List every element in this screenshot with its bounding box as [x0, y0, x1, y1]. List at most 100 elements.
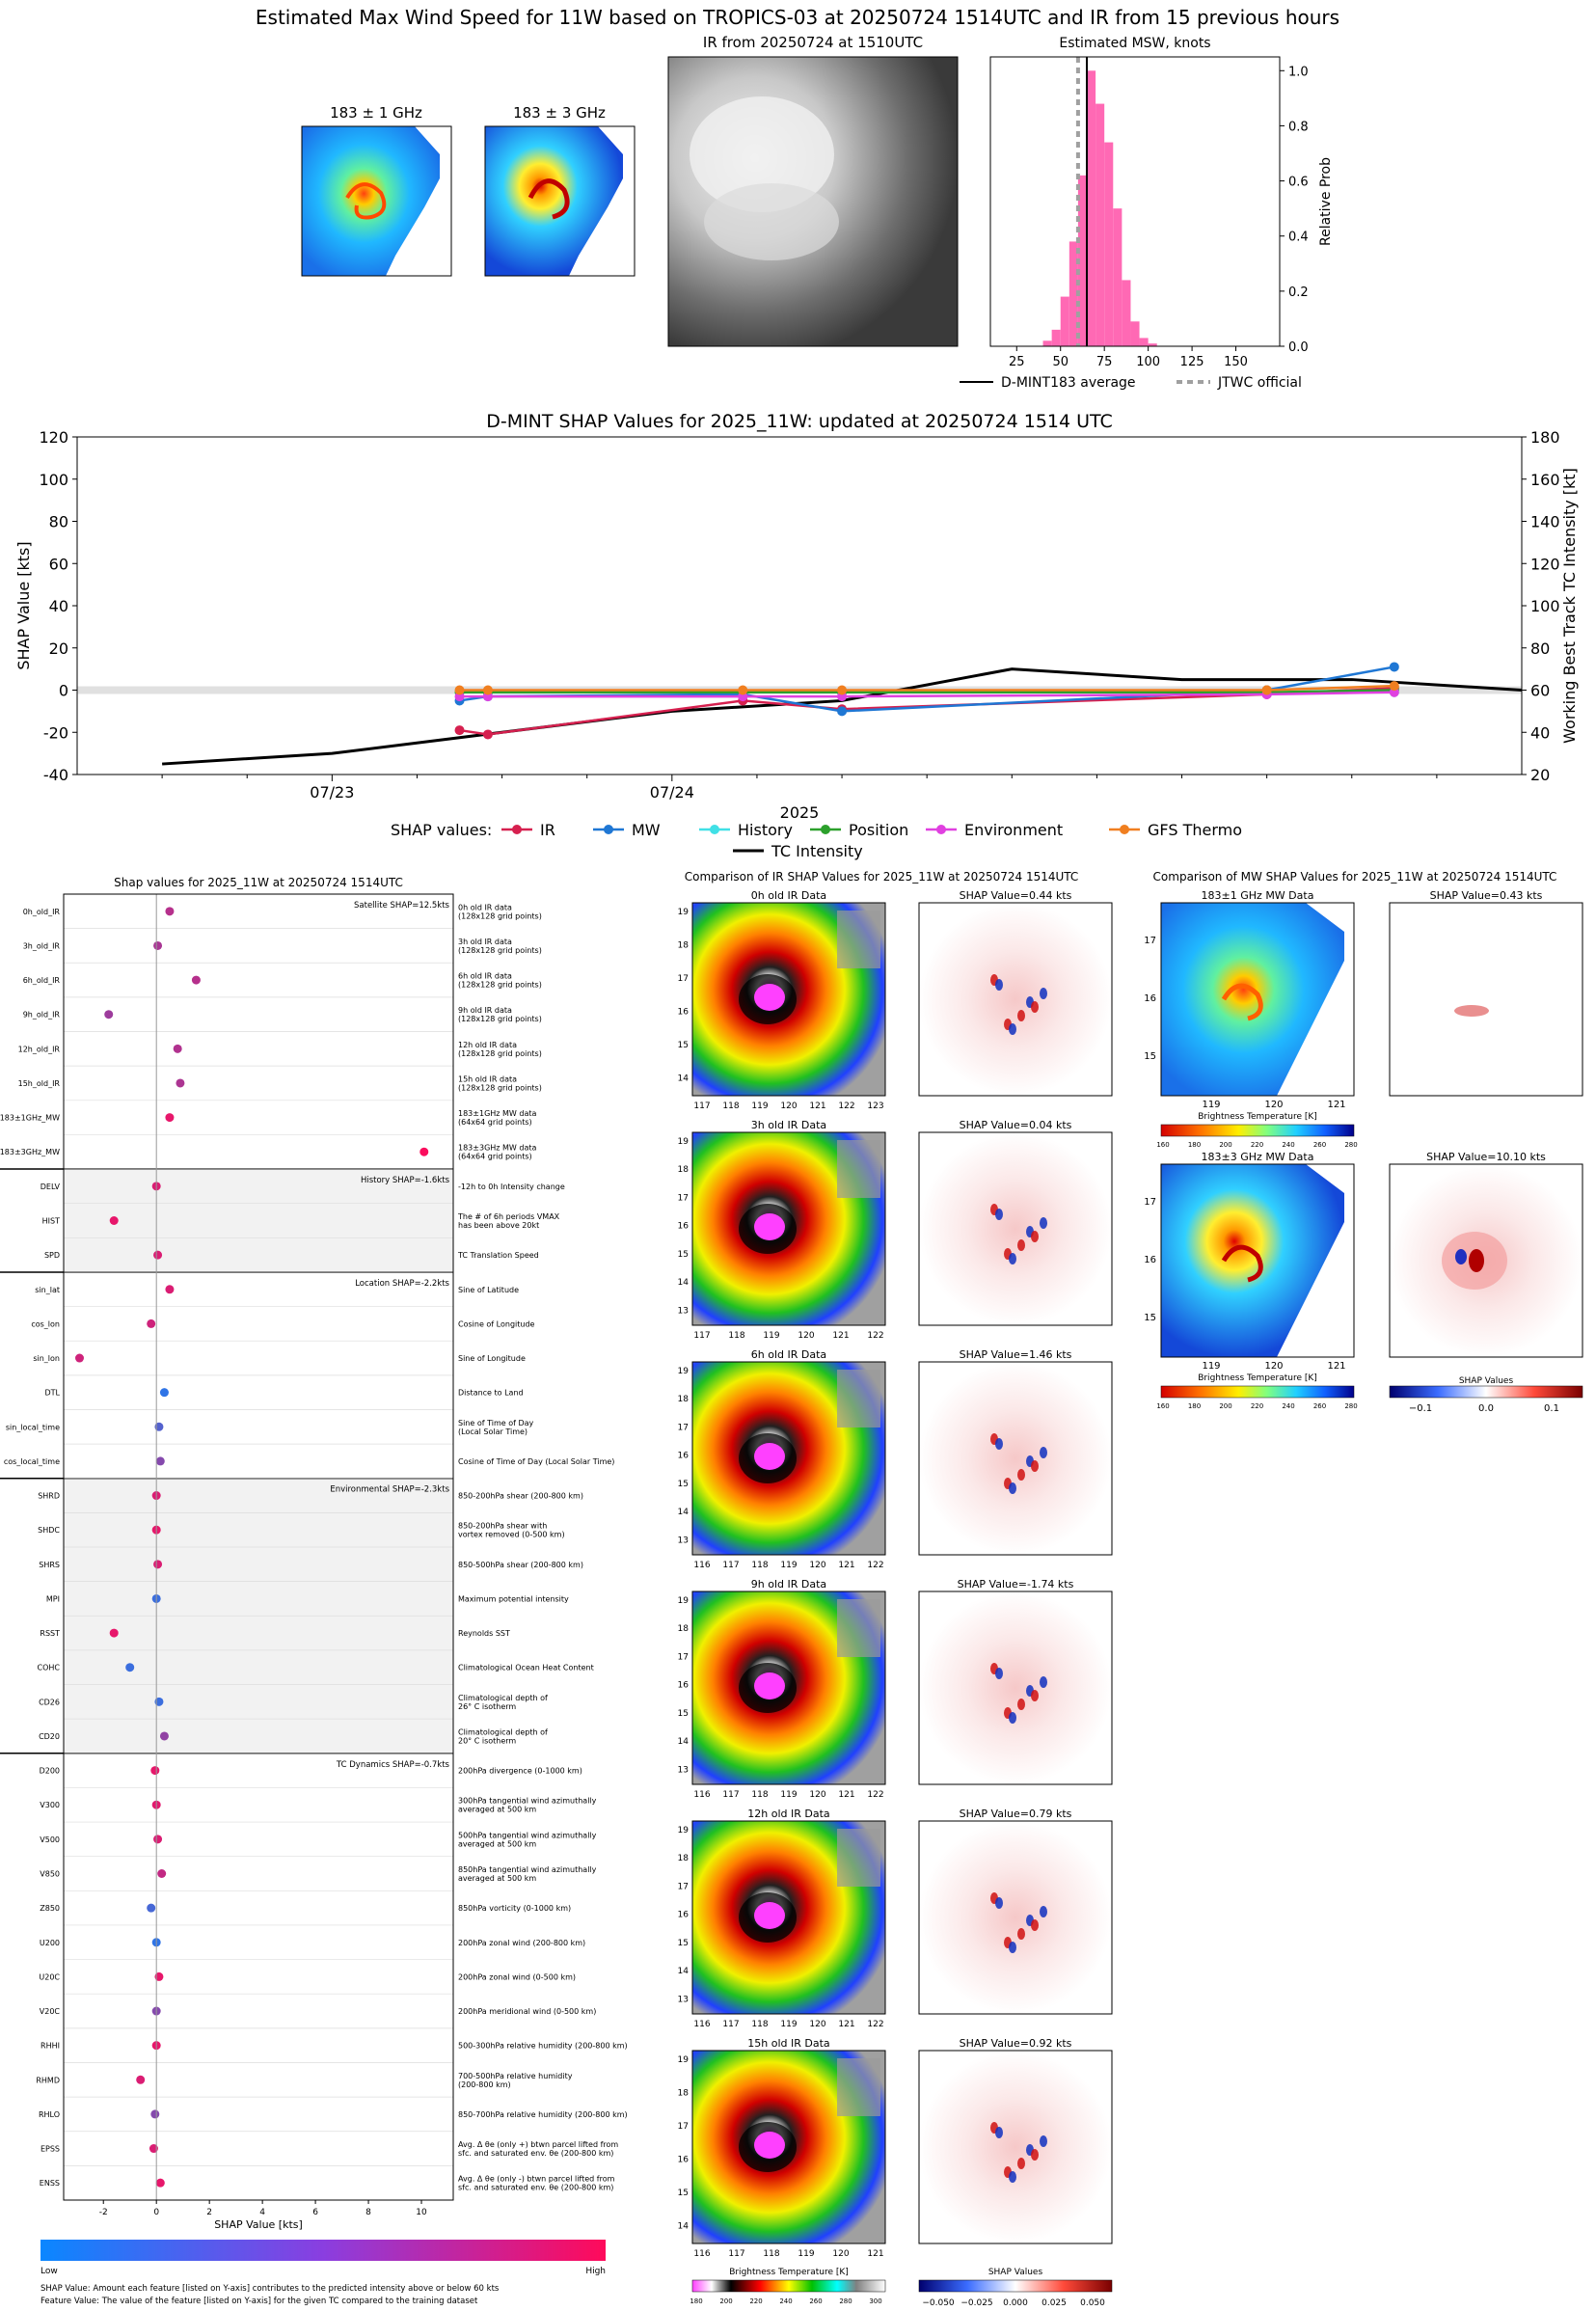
mw-colorbar-tick: 200 — [1219, 1402, 1231, 1410]
mw-shap-blob — [1454, 1005, 1489, 1017]
group-label: Environmental SHAP=-2.3kts — [330, 1485, 449, 1495]
ir-lat-label: 18 — [678, 1854, 690, 1863]
mw1-title: 183 ± 1 GHz — [330, 104, 422, 122]
shap-point — [165, 1113, 175, 1123]
mw-lat-label: 15 — [1144, 1313, 1156, 1323]
ytick-label: 40 — [49, 597, 68, 615]
ir-shap-blob — [1009, 1942, 1016, 1953]
feature-description: Distance to Land — [458, 1389, 524, 1398]
hist-bar — [1130, 321, 1140, 346]
ir-lon-label: 120 — [832, 2249, 849, 2259]
ir-lon-label: 120 — [809, 1790, 825, 1800]
ir-shap-blob — [1017, 1469, 1025, 1481]
ir-lon-label: 118 — [751, 2020, 768, 2029]
ir-cloud-patch — [837, 1829, 880, 1887]
shap-feature-panel: Shap values for 2025_11W at 20250724 151… — [0, 876, 628, 2306]
ir-shap-colorbar-tick: 0.000 — [1003, 2298, 1028, 2308]
mw-shap-blob — [1469, 1249, 1484, 1272]
feature-label: CD26 — [39, 1698, 60, 1706]
y2tick-label: 140 — [1530, 513, 1560, 531]
mw-lat-label: 17 — [1144, 1197, 1156, 1208]
feature-description: TC Translation Speed — [457, 1251, 539, 1260]
ir-cold-core — [754, 2132, 785, 2159]
mw-lon-label: 120 — [1264, 1100, 1283, 1110]
ir-lon-label: 117 — [722, 2020, 739, 2029]
legend-label: History — [738, 821, 793, 839]
hist-bar — [1139, 338, 1149, 346]
ir-shap-frame — [918, 2050, 1113, 2244]
ir-lon-label: 118 — [728, 1331, 744, 1341]
hist-xtick-label: 125 — [1180, 355, 1204, 369]
main-title: Estimated Max Wind Speed for 11W based o… — [256, 6, 1339, 29]
ir-shap-blob — [995, 1668, 1003, 1679]
ir-lat-label: 16 — [678, 1911, 690, 1920]
mw-data-title: 183±3 GHz MW Data — [1202, 1151, 1314, 1163]
hist-bar — [1113, 208, 1123, 346]
ir-shap-blob — [1031, 1001, 1039, 1013]
ir-lon-label: 119 — [780, 2020, 797, 2029]
feature-description: averaged at 500 km — [458, 1839, 536, 1848]
ir-data-title: 15h old IR Data — [747, 2037, 829, 2050]
shap-point — [159, 1731, 169, 1741]
feature-label: SPD — [44, 1251, 60, 1260]
feature-description: 850hPa tangential wind azimuthally — [458, 1865, 597, 1874]
feature-label: Z850 — [40, 1904, 60, 1913]
ir-colorbar-tick: 260 — [809, 2297, 822, 2305]
ir-lat-label: 18 — [678, 1395, 690, 1404]
feature-label: U20C — [39, 1972, 60, 1981]
series-point — [1389, 662, 1399, 672]
mw-data-title: 183±1 GHz MW Data — [1202, 889, 1314, 902]
ir-lon-label: 119 — [798, 2249, 814, 2259]
mw-colorbar-tick: 220 — [1251, 1402, 1263, 1410]
ir-lon-label: 121 — [838, 2020, 854, 2029]
mw-lon-label: 121 — [1327, 1361, 1345, 1372]
feature-label: 3h_old_IR — [23, 941, 61, 950]
feature-description: 700-500hPa relative humidity — [458, 2072, 573, 2080]
ir-shap-colorbar-tick: 0.025 — [1041, 2298, 1067, 2308]
ir-shap-colorbar — [918, 2279, 1113, 2293]
ir-lon-label: 118 — [763, 2249, 779, 2259]
ir-colorbar-label: Brightness Temperature [K] — [729, 2268, 849, 2277]
hist-bar — [1042, 340, 1052, 346]
feature-description: Sine of Longitude — [458, 1354, 526, 1363]
ir-shap-blob — [1031, 1460, 1039, 1472]
shap-point — [150, 1766, 160, 1776]
ir-shap-image — [919, 903, 1112, 1096]
footnote-feature: Feature Value: The value of the feature … — [41, 2297, 478, 2306]
ir-lat-label: 15 — [678, 1939, 689, 1948]
ytick-label: 120 — [39, 428, 68, 447]
ir-shap-blob — [1040, 1676, 1047, 1688]
mw-shap-title: SHAP Value=10.10 kts — [1426, 1151, 1546, 1163]
timeline-frame — [76, 436, 1523, 775]
ir-data-frame — [691, 2050, 886, 2244]
feature-label: 183±1GHz_MW — [0, 1114, 60, 1123]
legend-marker — [512, 825, 522, 834]
ir-lat-label: 17 — [678, 974, 689, 984]
mw-comparison-panel: 183±1 GHz MW Data 17 16 15 119 120 121 Brightne… — [1144, 889, 1583, 1414]
ir-lon-label: 123 — [867, 1101, 883, 1111]
feature-description: vortex removed (0-500 km) — [458, 1531, 565, 1539]
legend-marker — [1120, 825, 1129, 834]
ir-data-frame — [691, 1361, 886, 1556]
ir-lat-label: 15 — [678, 2189, 689, 2198]
ir-lat-label: 15 — [678, 1041, 689, 1050]
ir-shap-frame — [918, 902, 1113, 1097]
shap-panel-title: Shap values for 2025_11W at 20250724 151… — [114, 876, 403, 889]
hist-xtick-label: 100 — [1136, 355, 1160, 369]
mw3-image — [484, 125, 636, 277]
ir-lon-label: 117 — [722, 1561, 739, 1570]
timeline-xlabel: 2025 — [780, 803, 820, 822]
feature-description: Avg. Δ θe (only -) btwn parcel lifted fr… — [458, 2175, 615, 2184]
ir-lon-label: 119 — [751, 1101, 768, 1111]
hist-xtick-label: 25 — [1009, 355, 1025, 369]
feature-label: SHRS — [39, 1561, 60, 1569]
y2tick-label: 180 — [1530, 428, 1560, 447]
ir-shap-frame — [918, 1361, 1113, 1556]
shap-point — [153, 940, 163, 950]
shap-panel-frame — [63, 893, 454, 2201]
ir-cloud-patch — [837, 911, 880, 968]
ir-lat-label: 15 — [678, 1709, 689, 1719]
ir-data-frame — [691, 1131, 886, 1326]
ir-lat-label: 19 — [678, 908, 690, 917]
feature-description: sfc. and saturated env. θe (200-800 km) — [458, 2184, 613, 2192]
